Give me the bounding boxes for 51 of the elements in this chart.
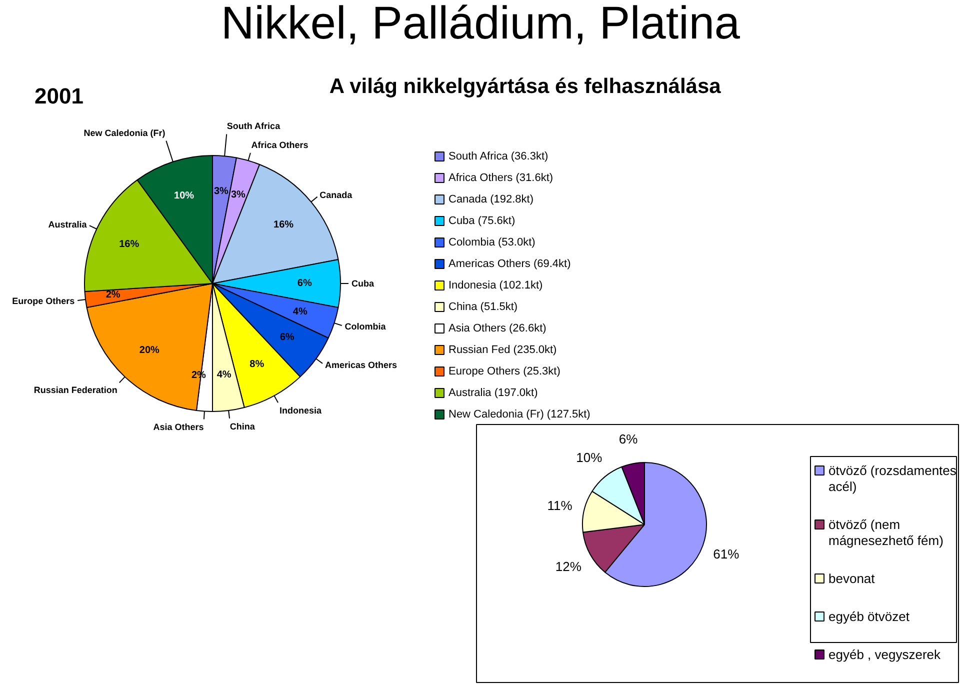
legend-label: Indonesia (102.1kt) — [448, 280, 543, 292]
text: New Caledonia (Fr) — [84, 128, 166, 138]
legend-label: Americas Others (69.4kt) — [448, 258, 571, 270]
data-label: 12% — [555, 558, 582, 574]
legend-label: bevonat — [828, 571, 876, 586]
text: Europe Others — [12, 296, 75, 306]
text: Canada — [320, 190, 354, 200]
text: China — [230, 421, 256, 432]
data-label: 10% — [174, 190, 194, 202]
legend-label: egyéb ötvözet — [828, 609, 910, 624]
data-label: 11% — [547, 498, 573, 514]
legend-label: Cuba (75.6kt) — [448, 215, 516, 227]
data-label: 6% — [297, 278, 312, 289]
legend-label: egyéb , vegyszerek — [828, 647, 942, 662]
text: Australia — [48, 219, 88, 230]
text: Cuba — [352, 278, 375, 288]
legend-label: Africa Others (31.6kt) — [448, 172, 554, 184]
text: Russian Federation — [34, 384, 118, 395]
data-label: 6% — [618, 432, 638, 447]
data-label: 61% — [713, 546, 740, 562]
legend-label: Colombia (53.0kt) — [448, 236, 536, 248]
data-label: 20% — [139, 345, 160, 356]
data-label: 16% — [274, 219, 294, 230]
legend-label: Europe Others (25.3kt) — [448, 366, 560, 378]
legend-label: China (51.5kt) — [448, 301, 518, 313]
data-label: 8% — [250, 358, 264, 370]
data-label: 3% — [214, 186, 229, 198]
data-label: 3% — [230, 190, 246, 200]
legend-label: Canada (192.8kt) — [448, 194, 534, 206]
legend-label: New Caledonia (Fr) (127.5kt) — [448, 408, 590, 420]
text: Africa Others — [251, 140, 308, 150]
text: Indonesia — [279, 405, 322, 416]
legend-label: Asia Others (26.6kt) — [448, 322, 546, 334]
legend-label: ötvöző (rozsdamentes acél) — [828, 463, 957, 494]
legend-label: Russian Fed (235.0kt) — [448, 344, 557, 356]
text: Americas Others — [324, 360, 397, 370]
text: South Africa — [226, 121, 282, 132]
text: Colombia — [344, 321, 387, 332]
legend-label: ötvöző (nem mágnesezhető fém) — [828, 517, 944, 548]
text: 2001 — [34, 84, 84, 108]
data-label: 2% — [106, 290, 120, 301]
text: Asia Others — [153, 422, 204, 432]
data-label: 16% — [119, 238, 140, 250]
data-label: 6% — [280, 332, 294, 344]
data-label: 4% — [216, 369, 232, 380]
data-label: 4% — [292, 306, 308, 318]
legend-label: Australia (197.0kt) — [448, 387, 538, 399]
data-label: 10% — [576, 450, 603, 466]
chart-title: Nikkel, Palládium, Platina — [221, 0, 740, 48]
legend-label: South Africa (36.3kt) — [448, 150, 548, 162]
chart-subtitle: A világ nikkelgyártása és felhasználása — [329, 75, 722, 98]
